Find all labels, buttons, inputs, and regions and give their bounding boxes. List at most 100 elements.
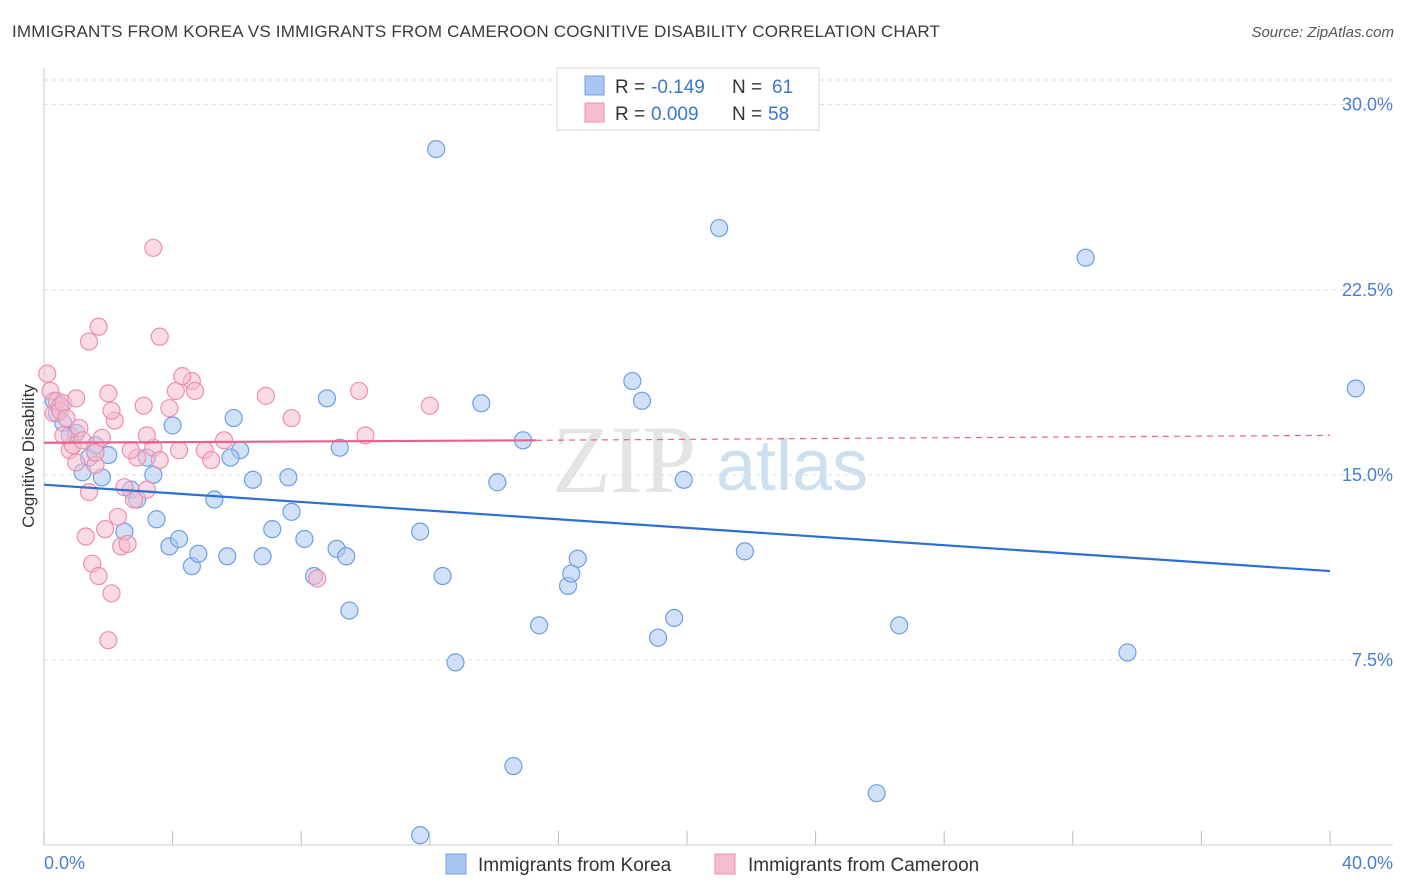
cameroon-point	[95, 520, 115, 539]
watermark-atlas: atlas	[716, 426, 868, 506]
korea-point	[1118, 643, 1137, 662]
cameroon-point	[38, 364, 57, 383]
korea-r-value: -0.149	[651, 77, 705, 98]
cameroon-point	[92, 428, 111, 447]
cameroon-point	[108, 507, 128, 526]
trend-lines	[43, 434, 1331, 573]
cameroon-points	[38, 238, 439, 650]
cameroon-point	[99, 631, 118, 650]
cameroon-point	[115, 478, 134, 497]
cameroon-series-label: Immigrants from Cameroon	[748, 855, 979, 876]
stats-legend: R = -0.149 N = 61 R = 0.009 N = 58	[556, 67, 820, 131]
cameroon-point	[54, 426, 73, 445]
cameroon-point	[150, 327, 169, 346]
y-tick-label: 15.0%	[1342, 465, 1393, 485]
cameroon-legend-swatch	[584, 102, 605, 123]
cameroon-point	[79, 483, 99, 502]
cameroon-point	[137, 480, 156, 499]
cameroon-point	[420, 396, 439, 415]
cameroon-point	[144, 238, 163, 257]
korea-point	[530, 616, 549, 635]
korea-point	[1346, 379, 1365, 398]
x-tick-label-min: 0.0%	[44, 853, 85, 873]
korea-point	[282, 502, 301, 521]
watermark-zip: ZIP	[552, 406, 696, 513]
korea-point	[279, 468, 298, 487]
korea-point	[568, 549, 587, 568]
cameroon-point	[118, 534, 137, 554]
y-axis-label: Cognitive Disability	[19, 384, 38, 528]
korea-point	[224, 408, 243, 428]
cameroon-point	[356, 426, 375, 445]
korea-point	[472, 394, 491, 413]
korea-point	[710, 218, 729, 238]
korea-point	[253, 547, 272, 566]
korea-point	[163, 416, 182, 435]
korea-r-label: R =	[615, 77, 645, 98]
x-tick-label-max: 40.0%	[1342, 853, 1393, 873]
chart-title: IMMIGRANTS FROM KOREA VS IMMIGRANTS FROM…	[12, 22, 941, 41]
cameroon-point	[89, 566, 108, 586]
cameroon-point	[121, 441, 140, 460]
cameroon-point	[79, 332, 99, 351]
korea-point	[189, 544, 208, 563]
korea-point	[317, 389, 337, 408]
cameroon-point	[57, 408, 76, 428]
korea-point	[147, 510, 166, 529]
korea-point	[890, 616, 909, 635]
cameroon-point	[99, 384, 118, 403]
korea-point	[330, 438, 349, 457]
cameroon-point	[67, 389, 86, 408]
cameroon-point	[308, 569, 327, 588]
korea-point	[504, 756, 523, 776]
cameroon-point	[256, 386, 275, 405]
korea-points	[44, 139, 1365, 845]
korea-point	[867, 784, 886, 803]
korea-trend-line	[43, 483, 1331, 573]
korea-point	[205, 490, 224, 509]
cameroon-trend-line	[43, 439, 536, 444]
y-tick-label: 30.0%	[1342, 95, 1393, 115]
cameroon-point	[67, 453, 86, 472]
cameroon-point	[134, 396, 153, 415]
korea-point	[218, 547, 237, 566]
axes: 7.5% 15.0% 22.5% 30.0%	[43, 68, 1393, 846]
korea-point	[1076, 248, 1095, 267]
cameroon-n-value: 58	[768, 104, 789, 125]
korea-point	[411, 522, 430, 541]
y-tick-label: 7.5%	[1352, 650, 1393, 670]
korea-point	[735, 542, 754, 561]
cameroon-point	[150, 450, 169, 470]
korea-point	[674, 470, 693, 489]
source-label: Source: ZipAtlas.com	[1251, 24, 1394, 41]
korea-point	[221, 448, 240, 467]
korea-point	[665, 608, 684, 628]
korea-point	[632, 391, 652, 410]
korea-point	[623, 371, 642, 391]
grid-lines	[44, 79, 1393, 661]
korea-point	[263, 520, 282, 539]
series-legend: Immigrants from Korea Immigrants from Ca…	[445, 853, 979, 876]
cameroon-point	[186, 381, 205, 401]
cameroon-trend-extension	[535, 434, 1331, 441]
cameroon-n-label: N =	[732, 104, 762, 125]
korea-n-value: 61	[772, 77, 793, 98]
cameroon-point	[160, 399, 179, 418]
cameroon-point	[137, 426, 156, 445]
cameroon-point	[349, 381, 369, 401]
korea-point	[295, 529, 314, 549]
y-tick-label: 22.5%	[1342, 280, 1393, 300]
cameroon-point	[282, 408, 301, 428]
cameroon-r-value: 0.009	[651, 104, 699, 125]
korea-point	[648, 628, 668, 647]
korea-n-label: N =	[732, 77, 762, 98]
cameroon-series-swatch	[714, 853, 736, 875]
korea-point	[488, 473, 507, 492]
cameroon-point	[214, 431, 234, 450]
korea-series-label: Immigrants from Korea	[478, 855, 672, 876]
cameroon-point	[102, 401, 121, 420]
cameroon-point	[76, 527, 95, 546]
korea-point	[433, 566, 452, 586]
korea-point	[243, 470, 263, 489]
